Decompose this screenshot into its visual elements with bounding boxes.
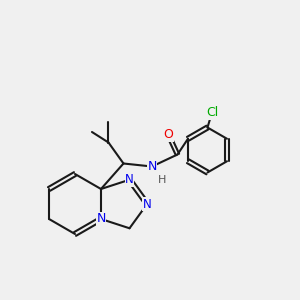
Text: N: N [125, 173, 134, 186]
Text: N: N [143, 197, 152, 211]
Text: H: H [158, 175, 167, 185]
Text: N: N [147, 160, 157, 173]
Text: N: N [96, 212, 106, 226]
Text: O: O [164, 128, 173, 142]
Text: Cl: Cl [206, 106, 218, 119]
